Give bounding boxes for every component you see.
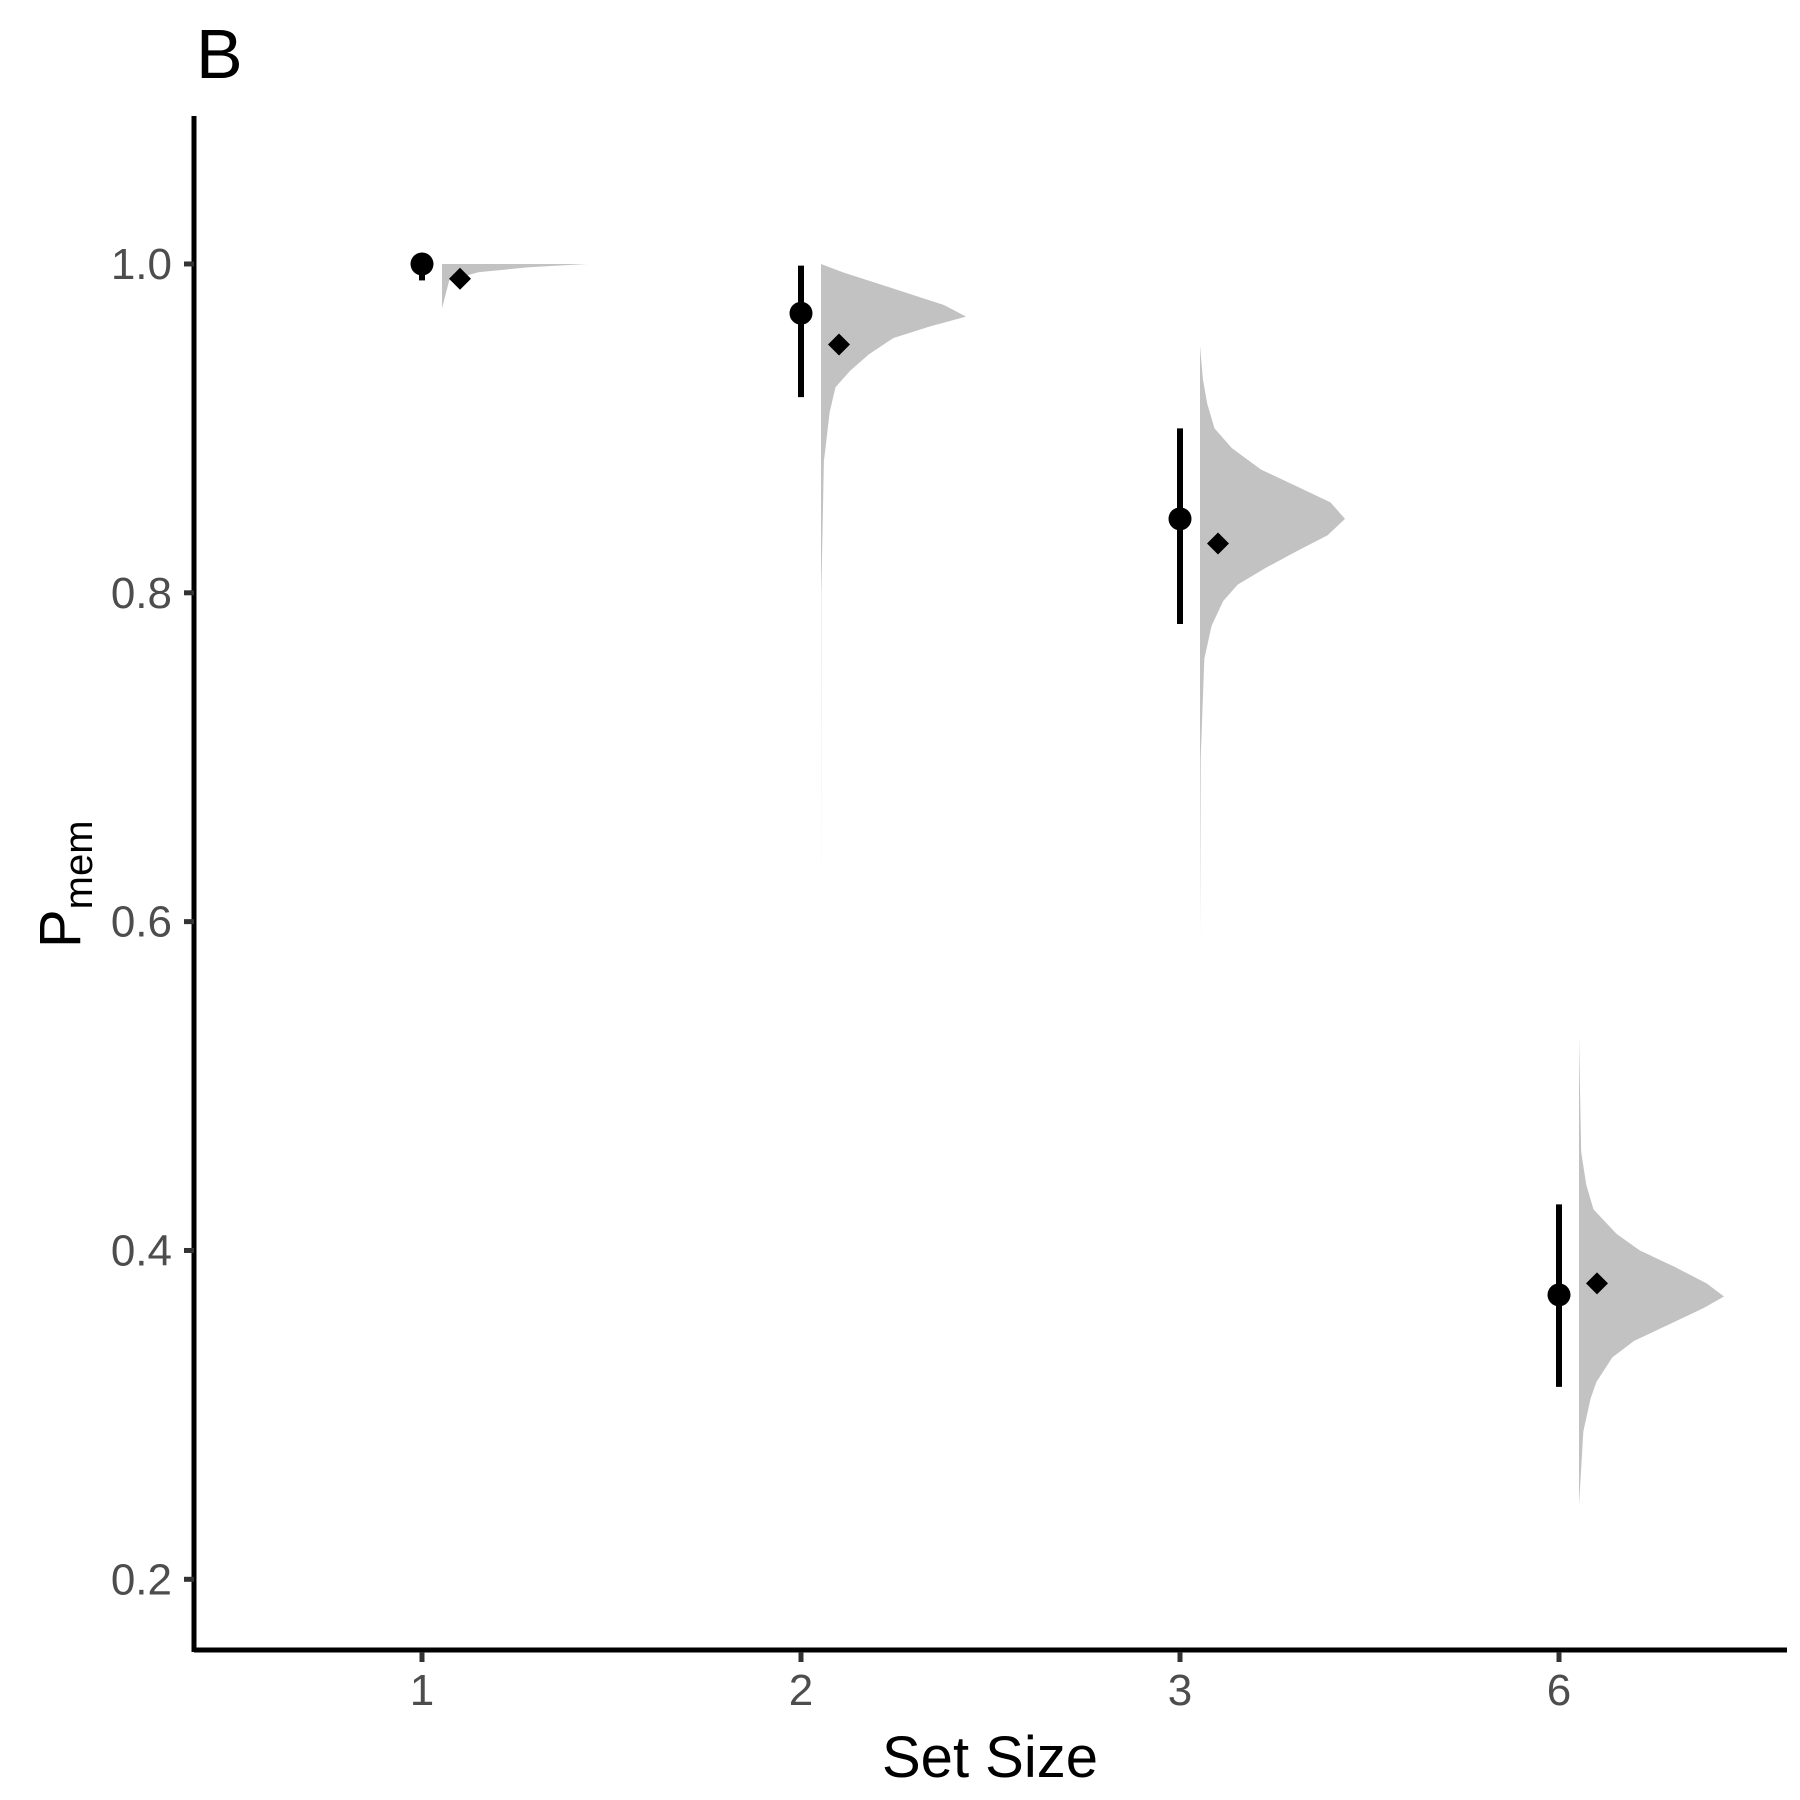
y-tick-label: 1.0 (111, 240, 172, 289)
y-axis-title-main: P (28, 909, 93, 948)
posterior-density-6 (1579, 1036, 1724, 1506)
x-tick-label: 3 (1168, 1666, 1192, 1715)
y-axis-title-group: Pmem (28, 820, 101, 948)
errorbar-layer (419, 263, 1562, 1387)
x-tick-label: 1 (410, 1666, 434, 1715)
predicted-point-6 (1586, 1272, 1608, 1295)
x-tick-label: 2 (789, 1666, 813, 1715)
posterior-density-2 (821, 263, 966, 906)
predicted-point-2 (828, 333, 850, 356)
y-axis-ticks: 0.2 0.4 0.6 0.8 1.0 (111, 240, 194, 1604)
x-axis-title: Set Size (882, 1725, 1098, 1790)
x-tick-label: 6 (1547, 1666, 1571, 1715)
posterior-density-1 (442, 263, 587, 309)
observed-point-3 (1168, 507, 1192, 531)
predicted-points-layer (449, 267, 1608, 1295)
y-tick-label: 0.4 (111, 1226, 172, 1275)
observed-point-1 (410, 252, 434, 276)
panel-label: B (196, 15, 243, 93)
y-axis-title-subscript: mem (57, 820, 101, 909)
x-axis-ticks: 1 2 3 6 (410, 1652, 1571, 1715)
predicted-point-3 (1207, 532, 1229, 555)
y-tick-label: 0.6 (111, 898, 172, 947)
y-tick-label: 0.2 (111, 1555, 172, 1604)
observed-points-layer (410, 252, 1571, 1307)
predicted-point-1 (449, 267, 471, 290)
y-axis-title: Pmem (28, 820, 101, 948)
posterior-density-3 (1200, 346, 1345, 939)
density-layer (442, 263, 1724, 1506)
y-tick-label: 0.8 (111, 569, 172, 618)
observed-point-6 (1547, 1283, 1571, 1307)
observed-point-2 (789, 301, 813, 325)
